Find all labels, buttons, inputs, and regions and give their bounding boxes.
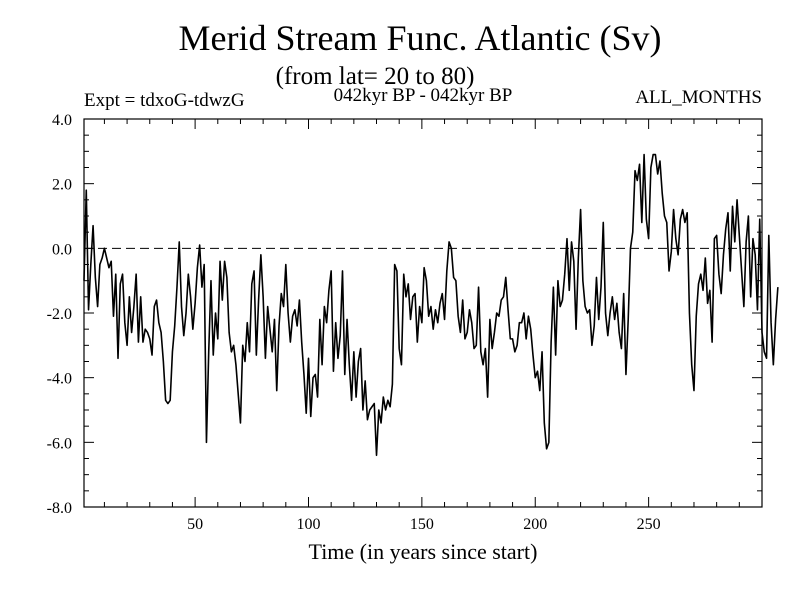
chart-title: Merid Stream Func. Atlantic (Sv) [179, 18, 662, 58]
y-tick-label: -2.0 [47, 306, 72, 323]
y-tick-label: 4.0 [52, 112, 72, 129]
x-axis-label: Time (in years since start) [309, 539, 538, 564]
y-tick-label: -6.0 [47, 435, 72, 452]
chart-subtitle: (from lat= 20 to 80) [276, 63, 475, 90]
y-tick-label: -8.0 [47, 500, 72, 517]
months-label: ALL_MONTHS [635, 87, 762, 108]
x-tick-label: 100 [296, 516, 320, 533]
y-tick-label: 2.0 [52, 177, 72, 194]
stream-function-series [83, 153, 779, 457]
experiment-label: Expt = tdxoG-tdwzG [84, 90, 245, 111]
x-tick-label: 200 [523, 516, 547, 533]
x-tick-label: 50 [187, 516, 203, 533]
axis-ticks [84, 118, 763, 508]
y-tick-label: -4.0 [47, 371, 72, 388]
y-tick-label: 0.0 [52, 241, 72, 258]
y-tick-labels: -8.0 -6.0 -4.0 -2.0 0.0 2.0 4.0 [47, 112, 72, 517]
period-label: 042kyr BP - 042kyr BP [334, 85, 513, 106]
x-tick-labels: 50 100 150 200 250 [187, 516, 661, 533]
x-tick-label: 250 [637, 516, 661, 533]
x-tick-label: 150 [410, 516, 434, 533]
